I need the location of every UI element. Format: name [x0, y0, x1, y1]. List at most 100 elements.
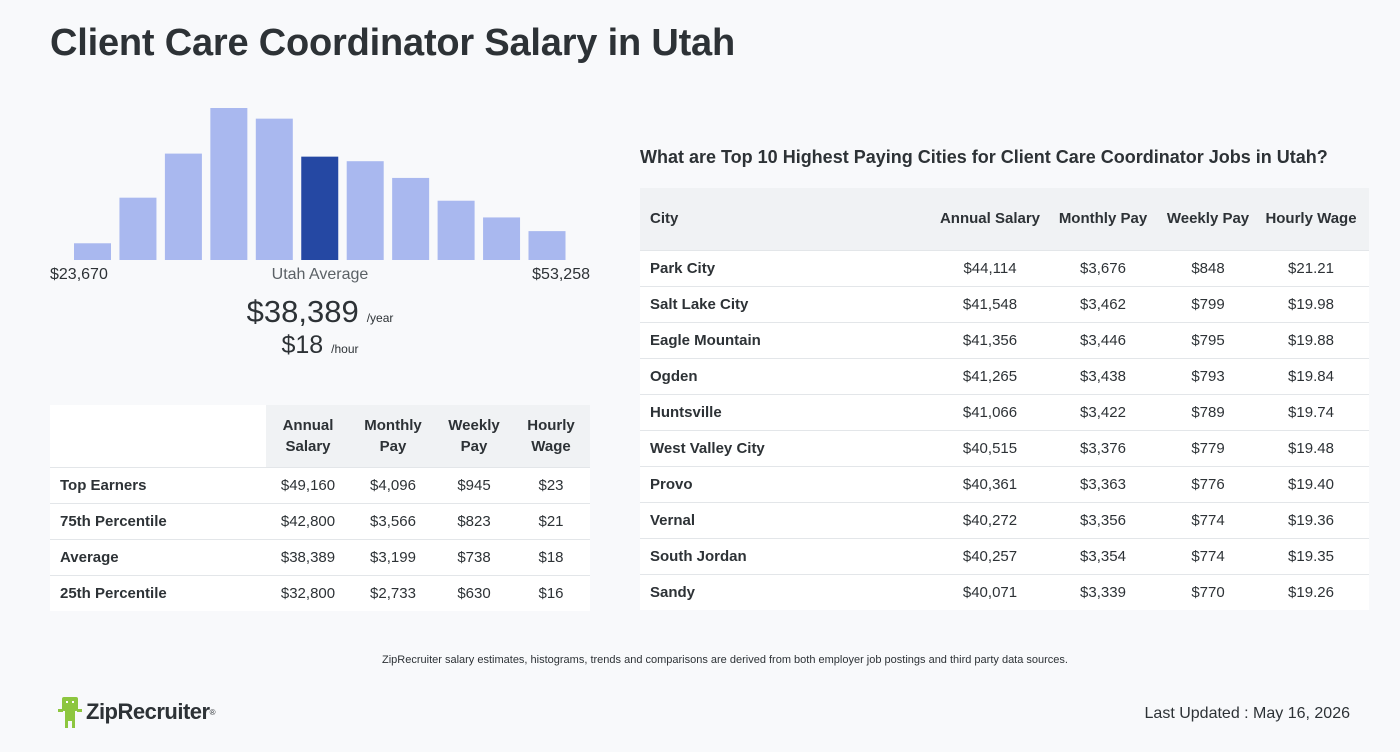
percentile-weekly: $945 [457, 476, 491, 494]
city-hourly: $19.26 [1288, 583, 1334, 601]
city-annual: $41,265 [962, 367, 1018, 385]
percentile-row-label: Top Earners [60, 476, 147, 494]
average-year-value: $38,389 [246, 294, 359, 329]
percentile-header-monthly: Monthly Pay [350, 405, 436, 467]
average-yearly-salary: $38,389/year [50, 294, 590, 330]
cities-header-city: City [640, 188, 937, 250]
city-name: Ogden [650, 367, 698, 385]
data-source-note: ZipRecruiter salary estimates, histogram… [382, 654, 1068, 666]
cities-title: What are Top 10 Highest Paying Cities fo… [640, 147, 1328, 167]
city-monthly: $3,356 [1080, 511, 1126, 529]
city-monthly: $3,339 [1080, 583, 1126, 601]
city-annual: $40,257 [962, 547, 1018, 565]
city-annual: $40,272 [962, 511, 1018, 529]
city-name: Vernal [650, 511, 696, 529]
city-monthly: $3,676 [1080, 259, 1126, 277]
table-row: West Valley City $40,515 $3,376 $779 $19.48 [640, 430, 1369, 466]
city-weekly: $776 [1191, 475, 1225, 493]
table-row: 75th Percentile $42,800 $3,566 $823 $21 [50, 503, 590, 539]
city-name: Sandy [650, 583, 696, 601]
salary-histogram [50, 98, 590, 260]
city-monthly: $3,422 [1080, 403, 1126, 421]
histogram-bar [392, 177, 430, 260]
ziprecruiter-logo[interactable]: ZipRecruiter ® [58, 695, 216, 729]
histogram-min-label: $23,670 [50, 266, 108, 283]
city-weekly: $848 [1191, 259, 1225, 277]
percentile-row-label: 75th Percentile [60, 512, 167, 530]
city-weekly: $774 [1191, 511, 1225, 529]
percentile-header-weekly: Weekly Pay [436, 405, 512, 467]
city-name: South Jordan [650, 547, 747, 565]
percentile-monthly: $4,096 [370, 476, 416, 494]
histogram-bar [483, 217, 521, 260]
histogram-bar [528, 231, 566, 260]
percentile-table: Annual Salary Monthly Pay Weekly Pay Hou… [50, 405, 590, 611]
histogram-bar [255, 118, 293, 260]
page-title: Client Care Coordinator Salary in Utah [50, 22, 735, 64]
city-monthly: $3,446 [1080, 331, 1126, 349]
table-row: Sandy $40,071 $3,339 $770 $19.26 [640, 574, 1369, 610]
percentile-weekly: $823 [457, 512, 491, 530]
table-row: 25th Percentile $32,800 $2,733 $630 $16 [50, 575, 590, 611]
city-annual: $41,548 [962, 295, 1018, 313]
table-row: Park City $44,114 $3,676 $848 $21.21 [640, 250, 1369, 286]
histogram-max-label: $53,258 [532, 266, 590, 283]
table-row: Vernal $40,272 $3,356 $774 $19.36 [640, 502, 1369, 538]
logo-text: ZipRecruiter [86, 699, 210, 724]
last-updated: Last Updated : May 16, 2026 [1144, 705, 1350, 722]
city-annual: $40,361 [962, 475, 1018, 493]
percentile-hourly: $16 [538, 584, 564, 602]
table-row: Eagle Mountain $41,356 $3,446 $795 $19.88 [640, 322, 1369, 358]
percentile-header-annual: Annual Salary [266, 405, 350, 467]
zip-mascot-icon [58, 697, 82, 728]
average-hourly-wage: $18/hour [50, 331, 590, 360]
table-row: Provo $40,361 $3,363 $776 $19.40 [640, 466, 1369, 502]
city-annual: $41,066 [962, 403, 1018, 421]
percentile-hourly: $23 [538, 476, 564, 494]
city-hourly: $19.98 [1288, 295, 1334, 313]
percentile-annual: $42,800 [280, 512, 336, 530]
cities-header-monthly: Monthly Pay [1043, 188, 1163, 250]
city-weekly: $799 [1191, 295, 1225, 313]
percentile-weekly: $738 [457, 548, 491, 566]
histogram-bar [346, 161, 384, 260]
table-row: South Jordan $40,257 $3,354 $774 $19.35 [640, 538, 1369, 574]
city-monthly: $3,363 [1080, 475, 1126, 493]
city-name: Park City [650, 259, 716, 277]
cities-header-row: City Annual Salary Monthly Pay Weekly Pa… [640, 188, 1369, 250]
histogram-bar [437, 200, 475, 260]
table-row: Salt Lake City $41,548 $3,462 $799 $19.98 [640, 286, 1369, 322]
percentile-row-label: 25th Percentile [60, 584, 167, 602]
percentile-header-row: Annual Salary Monthly Pay Weekly Pay Hou… [50, 405, 590, 467]
logo-registered-mark: ® [209, 707, 216, 717]
cities-header-annual: Annual Salary [937, 188, 1043, 250]
city-hourly: $19.84 [1288, 367, 1334, 385]
percentile-annual: $38,389 [280, 548, 336, 566]
cities-header-hourly: Hourly Wage [1253, 188, 1369, 250]
percentile-weekly: $630 [457, 584, 491, 602]
city-name: Huntsville [650, 403, 722, 421]
percentile-annual: $32,800 [280, 584, 336, 602]
city-annual: $44,114 [963, 259, 1017, 277]
percentile-hourly: $21 [538, 512, 564, 530]
percentile-monthly: $2,733 [370, 584, 416, 602]
city-hourly: $19.48 [1288, 439, 1334, 457]
city-weekly: $774 [1191, 547, 1225, 565]
percentile-header-blank [50, 405, 266, 467]
histogram-bar [164, 153, 202, 260]
city-name: Salt Lake City [650, 295, 749, 313]
average-hour-value: $18 [281, 331, 324, 359]
hour-unit: /hour [331, 342, 359, 356]
percentile-annual: $49,160 [280, 476, 336, 494]
city-hourly: $21.21 [1288, 259, 1334, 277]
city-weekly: $770 [1191, 583, 1225, 601]
city-annual: $40,515 [962, 439, 1018, 457]
city-name: Provo [650, 475, 693, 493]
table-row: Average $38,389 $3,199 $738 $18 [50, 539, 590, 575]
city-hourly: $19.88 [1288, 331, 1334, 349]
table-row: Ogden $41,265 $3,438 $793 $19.84 [640, 358, 1369, 394]
histogram-bar [119, 197, 157, 260]
histogram-bar [210, 108, 248, 260]
percentile-monthly: $3,199 [370, 548, 416, 566]
city-weekly: $779 [1191, 439, 1225, 457]
